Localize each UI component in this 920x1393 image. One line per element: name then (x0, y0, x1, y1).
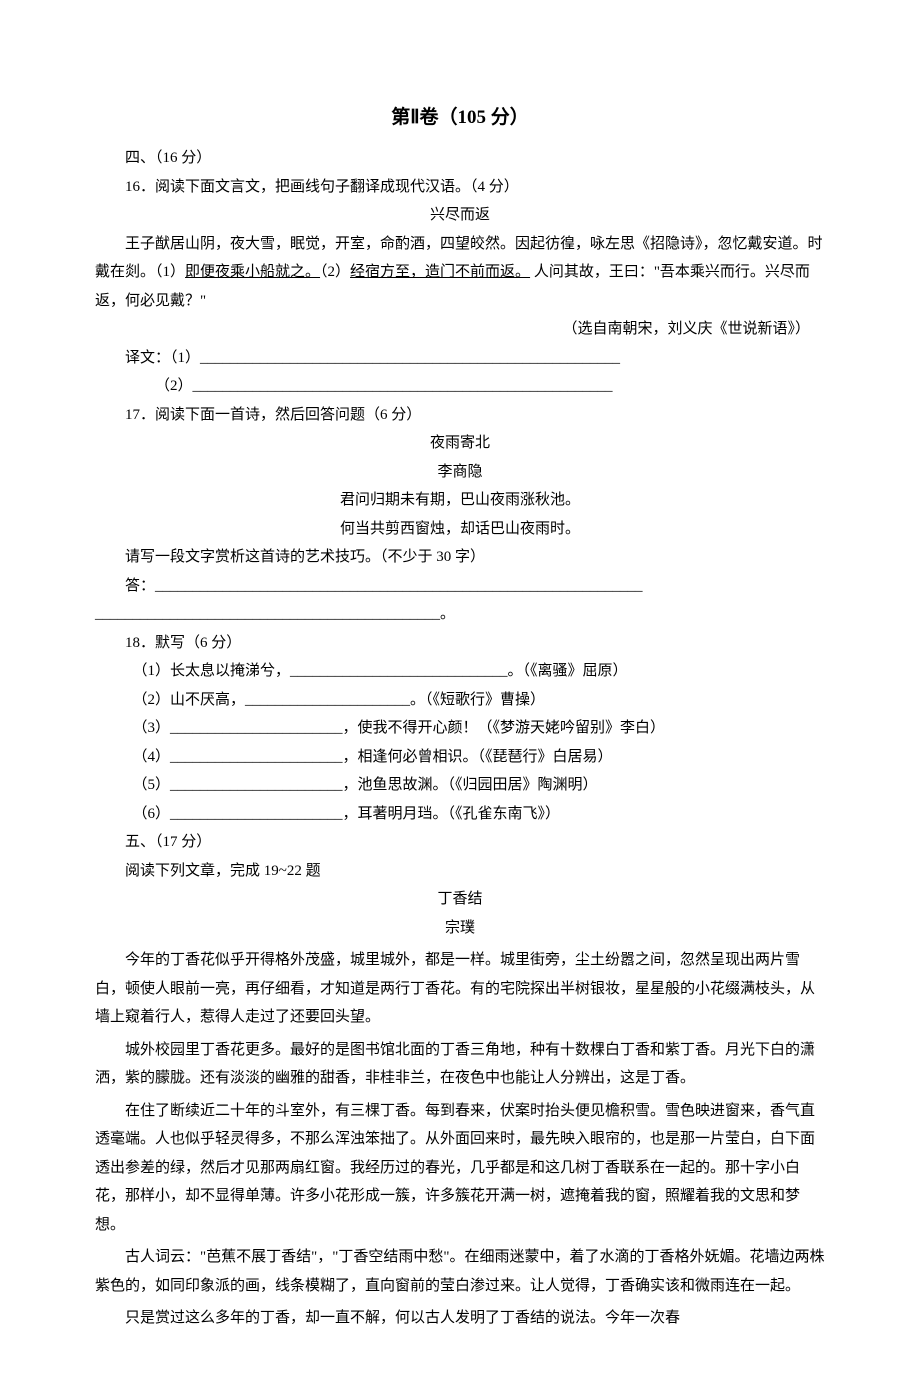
section-5-intro: 阅读下列文章，完成 19~22 题 (95, 857, 825, 886)
q17-answer-1: 答：______________________________________… (95, 572, 825, 601)
q16-underline-1: 即便夜乘小船就之。 (185, 264, 320, 280)
section-4-header: 四、（16 分） (95, 144, 825, 173)
q16-answer-1: 译文：（1）__________________________________… (95, 344, 825, 373)
article-para-1: 今年的丁香花似乎开得格外茂盛，城里城外，都是一样。城里街旁，尘土纷嚣之间，忽然呈… (95, 946, 825, 1032)
section-5-header: 五、（17 分） (95, 828, 825, 857)
q16-title: 兴尽而返 (95, 201, 825, 230)
q18-prompt: 18．默写（6 分） (95, 629, 825, 658)
article-para-3: 在住了断续近二十年的斗室外，有三棵丁香。每到春来，伏案时抬头便见檐积雪。雪色映进… (95, 1097, 825, 1240)
q18-item-1: （1）长太息以掩涕兮，_____________________________… (95, 657, 825, 686)
q17-question: 请写一段文字赏析这首诗的艺术技巧。（不少于 30 字） (95, 543, 825, 572)
q16-prompt: 16．阅读下面文言文，把画线句子翻译成现代汉语。（4 分） (95, 173, 825, 202)
q17-poem-title: 夜雨寄北 (95, 429, 825, 458)
q16-passage-mid: （2） (320, 264, 350, 280)
q16-answer-2: （2）_____________________________________… (95, 372, 825, 401)
article-para-2: 城外校园里丁香花更多。最好的是图书馆北面的丁香三角地，种有十数棵白丁香和紫丁香。… (95, 1036, 825, 1093)
article-author: 宗璞 (95, 914, 825, 943)
article-para-5: 只是赏过这么多年的丁香，却一直不解，何以古人发明了丁香结的说法。今年一次春 (95, 1304, 825, 1333)
q18-item-6: （6）_______________________，耳著明月珰。（《孔雀东南飞… (95, 800, 825, 829)
q18-item-3: （3）_______________________，使我不得开心颜！（《梦游天… (95, 714, 825, 743)
q17-poem-line-2: 何当共剪西窗烛，却话巴山夜雨时。 (95, 515, 825, 544)
q17-poem-line-1: 君问归期未有期，巴山夜雨涨秋池。 (95, 486, 825, 515)
q17-prompt: 17．阅读下面一首诗，然后回答问题（6 分） (95, 401, 825, 430)
q17-answer-2: ________________________________________… (95, 600, 825, 629)
q18-item-2: （2）山不厌高，______________________。（《短歌行》曹操） (95, 686, 825, 715)
q17-poem-author: 李商隐 (95, 458, 825, 487)
article-title: 丁香结 (95, 885, 825, 914)
q16-source: （选自南朝宋，刘义庆《世说新语》） (95, 315, 825, 344)
q16-passage: 王子猷居山阴，夜大雪，眠觉，开室，命酌酒，四望皎然。因起彷徨，咏左思《招隐诗》，… (95, 230, 825, 316)
article-para-4: 古人词云："芭蕉不展丁香结"，"丁香空结雨中愁"。在细雨迷蒙中，着了水滴的丁香格… (95, 1243, 825, 1300)
q16-underline-2: 经宿方至，造门不前而返。 (350, 264, 530, 280)
q18-item-5: （5）_______________________，池鱼思故渊。（《归园田居》… (95, 771, 825, 800)
paper-title: 第Ⅱ卷（105 分） (95, 100, 825, 136)
q18-item-4: （4）_______________________，相逢何必曾相识。（《琵琶行… (95, 743, 825, 772)
